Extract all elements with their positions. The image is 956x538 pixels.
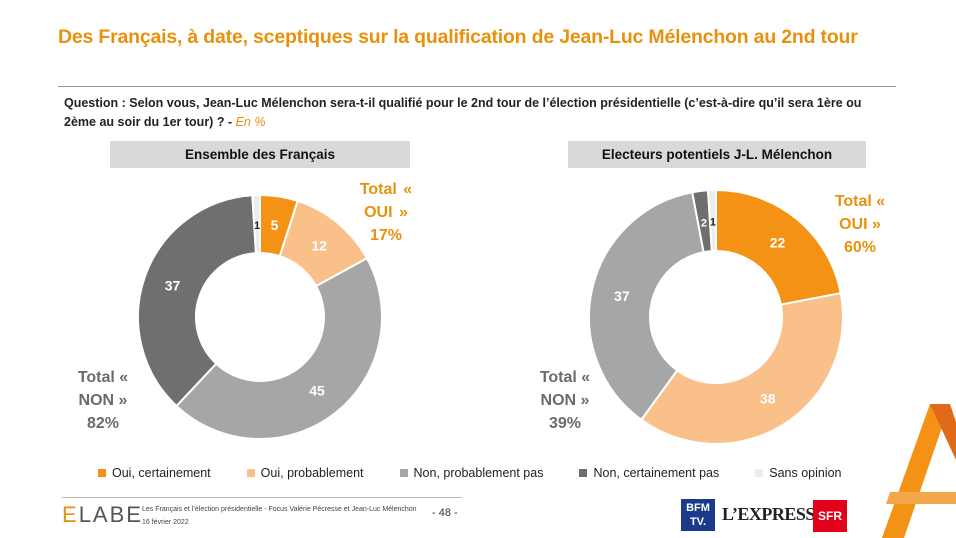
legend-item-non-probablement-pas: Non, probablement pas: [399, 466, 544, 480]
donut-1-slice-sans-opinion: [706, 188, 717, 253]
legend-label: Oui, probablement: [260, 466, 364, 480]
donut-1-label-sans-opinion: 1: [710, 217, 716, 229]
total-non-left: Total « NON » 82%: [60, 366, 146, 435]
legend-label: Non, certainement pas: [593, 466, 720, 480]
total-non-right-value: 39%: [548, 415, 582, 432]
donut-0-slice-sans-opinion: [251, 193, 261, 255]
legend-item-non-certainement-pas: Non, certainement pas: [579, 466, 719, 480]
elabe-logo: ELABE: [62, 502, 143, 527]
donut-1-label-oui-certainement: 22: [770, 235, 786, 251]
total-non-right-label: Total « NON »: [539, 369, 591, 409]
donut-1-label-oui-probablement: 38: [760, 390, 776, 406]
donut-0-label-non-certainement-pas: 37: [165, 277, 181, 293]
total-oui-right: Total « OUI » 60%: [822, 190, 898, 259]
page-number: - 48 -: [432, 507, 458, 519]
legend-label: Sans opinion: [769, 466, 842, 480]
legend-label: Non, probablement pas: [413, 466, 544, 480]
footer-line-2: 16 février 2022: [142, 519, 189, 526]
elabe-a-mark-icon: [882, 404, 956, 538]
legend-item-oui-probablement: Oui, probablement: [246, 466, 364, 480]
total-oui-left-value: 17%: [369, 227, 403, 244]
footer-line-1: Les Français et l’élection présidentiell…: [142, 506, 417, 513]
donut-1-label-non-probablement-pas: 37: [614, 288, 630, 304]
panel-header-left: Ensemble des Français: [110, 141, 410, 168]
donut-0-label-oui-probablement: 12: [311, 237, 327, 253]
panel-header-right: Electeurs potentiels J-L. Mélenchon: [568, 141, 866, 168]
total-oui-right-value: 60%: [843, 239, 877, 256]
legend-swatch-oui-certainement: [98, 469, 106, 477]
legend-swatch-oui-probablement: [246, 469, 255, 477]
legend-item-sans-opinion: Sans opinion: [755, 466, 842, 480]
donut-0-slice-non-certainement-pas: [137, 194, 258, 408]
sfr-logo: SFR: [813, 500, 847, 532]
total-oui-right-label: Total « OUI »: [834, 193, 886, 233]
donut-1-label-non-certainement-pas: 2: [701, 217, 707, 229]
donut-1-slice-non-probablement-pas: [588, 191, 705, 422]
donut-1-slice-oui-certainement: [715, 188, 842, 306]
question-unit: En %: [235, 115, 266, 129]
legend-swatch-non-probablement-pas: [399, 469, 408, 477]
donut-0-slice-non-probablement-pas: [175, 256, 383, 440]
footer-divider: [62, 497, 462, 498]
total-oui-left-label: Total « OUI »: [359, 181, 413, 221]
title-divider: [58, 86, 896, 87]
total-non-left-label: Total « NON »: [77, 369, 129, 409]
page-title: Des Français, à date, sceptiques sur la …: [58, 26, 858, 48]
legend-swatch-sans-opinion: [755, 469, 764, 477]
legend-item-oui-certainement: Oui, certainement: [98, 466, 211, 480]
question-body: Question : Selon vous, Jean-Luc Mélencho…: [64, 96, 862, 129]
total-non-left-value: 82%: [86, 415, 120, 432]
donut-0-label-oui-certainement: 5: [271, 217, 279, 233]
footer-text: Les Français et l’élection présidentiell…: [142, 503, 417, 529]
question-text: Question : Selon vous, Jean-Luc Mélencho…: [64, 94, 884, 132]
donut-1-slice-oui-probablement: [639, 292, 844, 445]
donut-0-label-sans-opinion: 1: [254, 220, 260, 232]
legend-swatch-non-certainement-pas: [579, 469, 588, 477]
legend-label: Oui, certainement: [112, 466, 211, 480]
legend: Oui, certainement Oui, probablement Non,…: [98, 466, 878, 480]
total-oui-left: Total « OUI » 17%: [348, 178, 424, 247]
bfmtv-logo: BFM TV.: [681, 499, 715, 531]
donut-0-label-non-probablement-pas: 45: [309, 382, 325, 398]
total-non-right: Total « NON » 39%: [528, 366, 602, 435]
lexpress-logo: L’EXPRESS: [722, 504, 815, 524]
